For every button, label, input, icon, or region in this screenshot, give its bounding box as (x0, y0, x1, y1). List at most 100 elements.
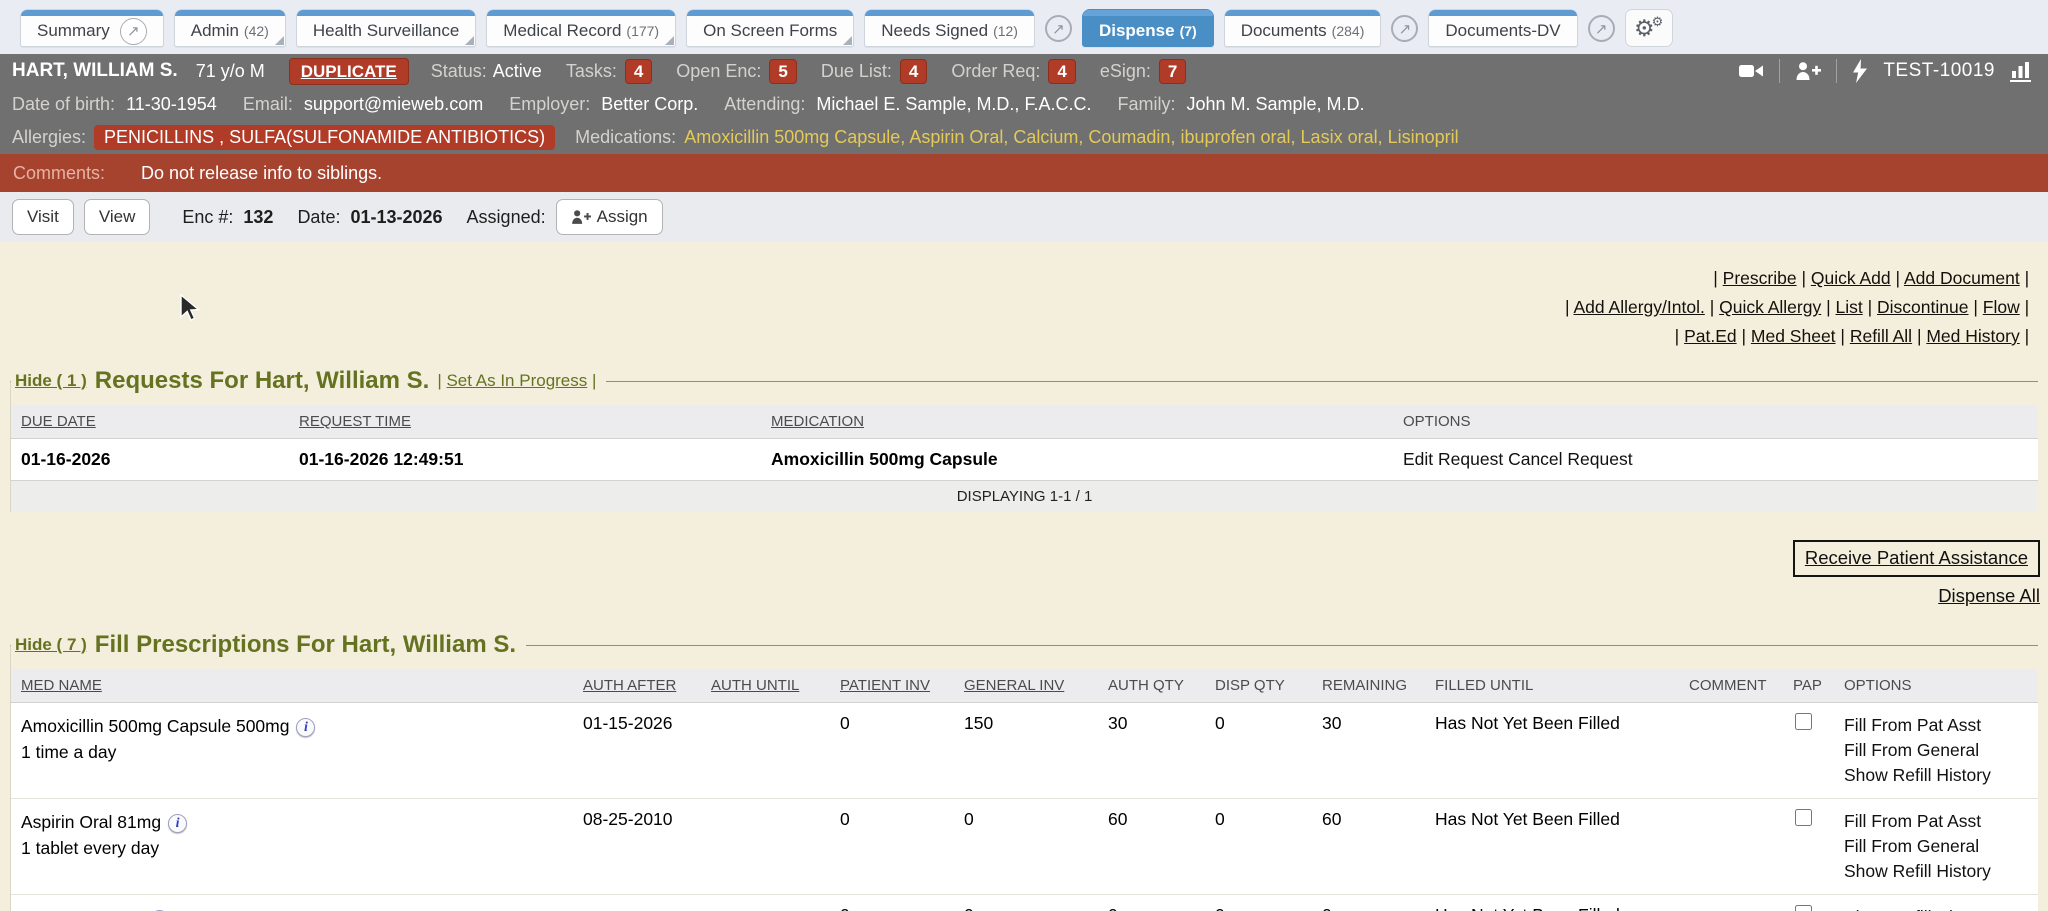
tab-needs-signed[interactable]: Needs Signed (12) (864, 9, 1035, 47)
fill-from-pat-asst-link[interactable]: Fill From Pat Asst (1844, 811, 1982, 831)
options-header: OPTIONS (1834, 669, 2038, 703)
flow-link[interactable]: Flow (1982, 297, 2020, 317)
tab-medical-record[interactable]: Medical Record (177) (486, 9, 677, 47)
popout-icon[interactable] (119, 17, 147, 45)
pat-ed-link[interactable]: Pat.Ed (1684, 326, 1737, 346)
add-person-icon[interactable] (1795, 61, 1822, 81)
med-name-cell: Calcium 500mg 1 tablet bid (11, 894, 573, 911)
medication-link[interactable]: ibuprofen oral (1180, 127, 1291, 147)
chart-icon[interactable] (2010, 61, 2032, 82)
view-button[interactable]: View (83, 199, 151, 235)
add-document-link[interactable]: Add Document (1903, 268, 2020, 288)
hide-requests-link[interactable]: Hide ( 1 ) (15, 371, 87, 390)
receive-patient-assistance-link[interactable]: Receive Patient Assistance (1804, 547, 2028, 568)
order-req-count-badge[interactable]: 4 (1048, 58, 1076, 84)
medication-link[interactable]: Coumadin (1088, 127, 1171, 147)
info-icon[interactable] (296, 718, 316, 737)
requests-paging-status: DISPLAYING 1-1 / 1 (11, 480, 2038, 512)
comment-cell (1679, 798, 1783, 895)
medication-link[interactable]: Amoxicillin 500mg Capsule (684, 127, 901, 147)
lightning-bolt-icon[interactable] (1852, 59, 1868, 83)
patient-age-sex: 71 y/o M (195, 60, 265, 81)
tab-dispense[interactable]: Dispense (7) (1081, 9, 1214, 47)
medication-link[interactable]: Aspirin Oral (909, 127, 1004, 147)
tab-on-screen-forms[interactable]: On Screen Forms (686, 9, 855, 47)
fill-from-pat-asst-link[interactable]: Fill From Pat Asst (1844, 715, 1982, 735)
status-label: Status: (430, 60, 487, 81)
show-refill-history-link[interactable]: Show Refill History (1844, 905, 2038, 911)
add-allergy-link[interactable]: Add Allergy/Intol. (1573, 297, 1705, 317)
medication-link[interactable]: Lasix oral (1300, 127, 1378, 147)
hide-fill-link[interactable]: Hide ( 7 ) (15, 635, 87, 654)
assign-button[interactable]: Assign (555, 199, 663, 235)
discontinue-link[interactable]: Discontinue (1877, 297, 1969, 317)
list-link[interactable]: List (1835, 297, 1863, 317)
duplicate-badge[interactable]: DUPLICATE (288, 57, 409, 85)
med-sig: 1 time a day (21, 742, 117, 762)
patient-inv-cell: 0 (830, 702, 954, 799)
medication-link[interactable]: Lisinopril (1387, 127, 1459, 147)
due-list-count-badge[interactable]: 4 (899, 58, 928, 84)
dispense-all-link[interactable]: Dispense All (1938, 585, 2040, 606)
request-time-header[interactable]: REQUEST TIME (289, 405, 761, 439)
popout-icon[interactable] (1044, 15, 1072, 42)
tab-documents[interactable]: Documents (284) (1223, 9, 1382, 47)
med-name: Amoxicillin 500mg Capsule 500mg (21, 716, 290, 736)
tab-label: Documents (1240, 21, 1327, 40)
auth-qty-header: AUTH QTY (1098, 669, 1205, 703)
show-refill-history-link[interactable]: Show Refill History (1844, 861, 1991, 881)
set-as-in-progress-link[interactable]: Set As In Progress (446, 371, 588, 390)
info-icon[interactable] (168, 814, 188, 833)
comments-text: Do not release info to siblings. (141, 162, 383, 183)
tasks-count-badge[interactable]: 4 (624, 58, 653, 84)
tab-health-surveillance[interactable]: Health Surveillance (295, 9, 477, 47)
dob-label: Date of birth: (12, 94, 116, 114)
popout-icon[interactable] (1587, 15, 1615, 42)
tab-label: Dispense (1098, 21, 1175, 40)
tab-documents-dv[interactable]: Documents-DV (1428, 9, 1578, 47)
enc-number-value: 132 (243, 206, 274, 227)
refill-all-link[interactable]: Refill All (1849, 326, 1913, 346)
medication-header[interactable]: MEDICATION (761, 405, 1393, 439)
show-refill-history-link[interactable]: Show Refill History (1844, 765, 1991, 785)
pap-checkbox[interactable] (1795, 905, 1812, 911)
visit-button[interactable]: Visit (12, 199, 74, 235)
video-call-icon[interactable] (1738, 62, 1764, 80)
edit-request-link[interactable]: Edit Request (1403, 449, 1504, 469)
settings-gear-button[interactable] (1624, 9, 1673, 47)
allergies-badge[interactable]: PENICILLINS , SULFA(SULFONAMIDE ANTIBIOT… (94, 125, 556, 150)
open-enc-count-badge[interactable]: 5 (769, 58, 797, 84)
medication-link[interactable]: Calcium (1013, 127, 1079, 147)
auth-until-header[interactable]: AUTH UNTIL (701, 669, 830, 703)
fill-from-general-link[interactable]: Fill From General (1844, 836, 1980, 856)
cancel-request-link[interactable]: Cancel Request (1508, 449, 1633, 469)
pap-checkbox[interactable] (1795, 809, 1812, 826)
tab-label: On Screen Forms (703, 21, 838, 40)
med-sheet-link[interactable]: Med Sheet (1750, 326, 1836, 346)
tab-summary[interactable]: Summary (20, 9, 164, 47)
general-inv-header[interactable]: GENERAL INV (954, 669, 1098, 703)
prescribe-link[interactable]: Prescribe (1722, 268, 1797, 288)
med-name-header[interactable]: MED NAME (11, 669, 573, 703)
med-history-link[interactable]: Med History (1926, 326, 2020, 346)
patient-demographics-row: Date of birth: 11-30-1954 Email: support… (0, 88, 2048, 121)
filled-until-cell: Has Not Yet Been Filled (1425, 798, 1679, 895)
assigned-label: Assigned: (466, 206, 546, 227)
fill-from-general-link[interactable]: Fill From General (1844, 740, 1980, 760)
patient-inv-header[interactable]: PATIENT INV (830, 669, 954, 703)
family-value: John M. Sample, M.D. (1186, 94, 1365, 114)
pap-checkbox[interactable] (1795, 713, 1812, 730)
esign-count-badge[interactable]: 7 (1158, 58, 1187, 84)
popout-icon[interactable] (1391, 15, 1419, 42)
quick-allergy-link[interactable]: Quick Allergy (1719, 297, 1822, 317)
comment-cell (1679, 894, 1783, 911)
auth-until-cell (701, 798, 830, 895)
auth-after-header[interactable]: AUTH AFTER (573, 669, 701, 703)
tab-admin[interactable]: Admin (42) (173, 9, 286, 47)
enc-date-label: Date: (297, 206, 341, 227)
options-header: OPTIONS (1393, 405, 2038, 439)
due-date-header[interactable]: DUE DATE (11, 405, 289, 439)
quick-add-link[interactable]: Quick Add (1810, 268, 1891, 288)
fill-prescriptions-table: MED NAME AUTH AFTER AUTH UNTIL PATIENT I… (11, 669, 2038, 911)
pap-header: PAP (1783, 669, 1834, 703)
